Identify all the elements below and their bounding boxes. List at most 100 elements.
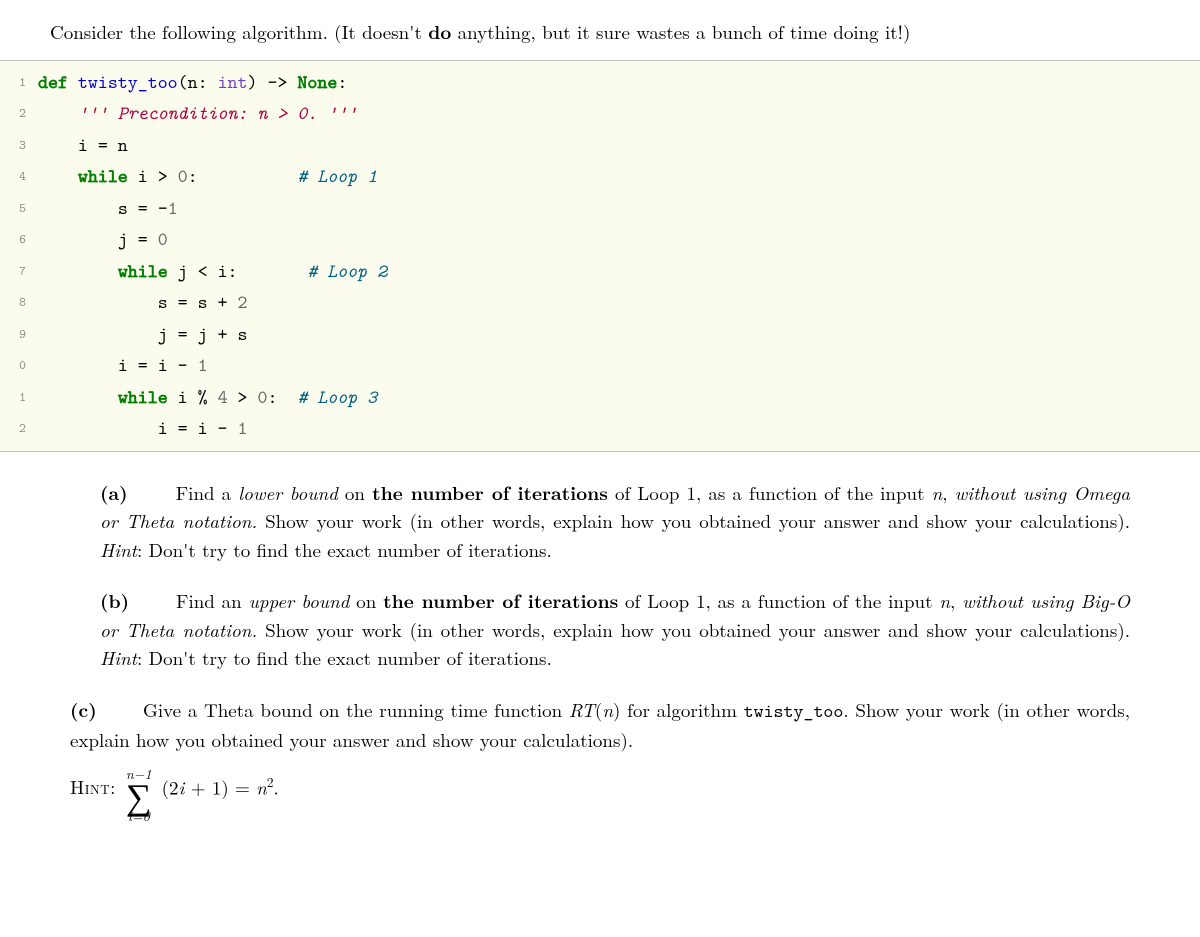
- part-c-text: Give a Theta bound on the running time f…: [143, 696, 569, 723]
- part-a-label: (a): [100, 478, 128, 506]
- token: s = s +: [158, 290, 238, 315]
- part-c-label: (c): [70, 695, 97, 723]
- part-a-italic: lower bound: [238, 479, 338, 506]
- token-num: 2: [238, 290, 248, 315]
- token-fn: twisty_too: [78, 70, 178, 95]
- part-b-bold: the number of iterations: [383, 586, 618, 614]
- line-number: 9: [0, 319, 26, 351]
- code-gutter: 123456789012: [0, 61, 32, 451]
- part-a-hint: Hint: [100, 536, 137, 563]
- line-number: 3: [0, 130, 26, 162]
- token: i = i -: [118, 353, 198, 378]
- part-b-hint: Hint: [100, 644, 137, 671]
- token: :: [268, 385, 298, 410]
- token: :: [188, 164, 298, 189]
- code-line: i = i - 1: [38, 350, 1200, 382]
- intro-paragraph: Consider the following algorithm. (It do…: [50, 18, 1160, 46]
- token: i %: [168, 385, 218, 410]
- part-c-fn: twisty_too: [744, 699, 844, 724]
- line-number: 8: [0, 287, 26, 319]
- token-kw: while: [78, 164, 128, 189]
- line-number: 7: [0, 256, 26, 288]
- part-c: (c) Give a Theta bound on the running ti…: [70, 695, 1130, 816]
- token-cmt: # Loop 2: [307, 259, 387, 284]
- part-a: (a) Find a lower bound on the number of …: [100, 478, 1130, 565]
- token: i >: [128, 164, 178, 189]
- part-b-text2: on: [349, 587, 383, 614]
- token: j =: [118, 227, 158, 252]
- token-num: 1: [168, 196, 178, 221]
- part-a-text2: on: [338, 479, 372, 506]
- token-num: 4: [218, 385, 228, 410]
- intro-bold: do: [428, 17, 451, 45]
- code-line: while i > 0: # Loop 1: [38, 161, 1200, 193]
- line-number: 1: [0, 67, 26, 99]
- token-num: 1: [238, 416, 248, 441]
- line-number: 2: [0, 98, 26, 130]
- part-a-text4: ,: [942, 479, 954, 506]
- part-b-label: (b): [100, 586, 129, 614]
- token-num: 0: [158, 227, 168, 252]
- code-block: 123456789012 def twisty_too(n: int) -> N…: [0, 60, 1200, 452]
- token-kw: None: [297, 70, 337, 95]
- sum-body: (2i + 1) = n2.: [162, 772, 279, 802]
- part-a-text6: : Don't try to find the exact number of …: [137, 536, 552, 563]
- code-line: while j < i: # Loop 2: [38, 256, 1200, 288]
- code-line: ''' Precondition: n > 0. ''': [38, 98, 1200, 130]
- token-cmt: # Loop 3: [297, 385, 377, 410]
- part-a-text5: Show your work (in other words, explain …: [257, 507, 1130, 534]
- code-line: i = i - 1: [38, 413, 1200, 445]
- sigma-icon: ∑: [126, 781, 152, 810]
- token-kw: while: [118, 259, 168, 284]
- token: (n:: [178, 70, 218, 95]
- part-b: (b) Find an upper bound on the number of…: [100, 586, 1130, 673]
- token: j < i:: [168, 259, 308, 284]
- token-type: int: [218, 70, 248, 95]
- part-c-hint-label: Hint:: [70, 773, 116, 802]
- code-line: while i % 4 > 0: # Loop 3: [38, 382, 1200, 414]
- part-b-text3: of Loop 1, as a function of the input: [618, 587, 939, 614]
- token-num: 1: [198, 353, 208, 378]
- line-number: 6: [0, 224, 26, 256]
- token-str: ''' Precondition: n > 0. ''': [78, 101, 357, 126]
- token: >: [228, 385, 258, 410]
- line-number: 4: [0, 161, 26, 193]
- token-cmt: # Loop 1: [297, 164, 377, 189]
- part-c-paren: (n): [595, 696, 621, 723]
- token: j = j + s: [158, 322, 248, 347]
- token: i = i -: [158, 416, 238, 441]
- code-line: s = -1: [38, 193, 1200, 225]
- part-b-italic: upper bound: [249, 587, 350, 614]
- token: s = -: [118, 196, 168, 221]
- part-a-bold: the number of iterations: [372, 478, 608, 506]
- part-a-text: Find a: [176, 479, 239, 506]
- code-line: s = s + 2: [38, 287, 1200, 319]
- part-c-text2: for algorithm: [620, 696, 743, 723]
- part-b-text5: Show your work (in other words, explain …: [257, 616, 1130, 643]
- line-number: 1: [0, 382, 26, 414]
- part-b-text4: ,: [950, 587, 962, 614]
- token-num: 0: [178, 164, 188, 189]
- code-line: i = n: [38, 130, 1200, 162]
- sum-lower: i=0: [128, 809, 150, 823]
- token-num: 0: [258, 385, 268, 410]
- questions: (a) Find a lower bound on the number of …: [100, 478, 1130, 816]
- line-number: 0: [0, 350, 26, 382]
- code-line: j = j + s: [38, 319, 1200, 351]
- part-b-text6: : Don't try to find the exact number of …: [137, 644, 552, 671]
- part-b-n: n: [939, 587, 950, 614]
- part-b-text: Find an: [176, 587, 249, 614]
- code-line: j = 0: [38, 224, 1200, 256]
- code-line: def twisty_too(n: int) -> None:: [38, 67, 1200, 99]
- token: i = n: [78, 133, 128, 158]
- token-kw: def: [38, 70, 78, 95]
- part-c-rt: RT: [569, 696, 595, 723]
- line-number: 2: [0, 413, 26, 445]
- part-a-text3: of Loop 1, as a function of the input: [608, 479, 932, 506]
- token: ) ->: [248, 70, 298, 95]
- code-lines: def twisty_too(n: int) -> None: ''' Prec…: [32, 61, 1200, 451]
- intro-pre: Consider the following algorithm. (It do…: [50, 18, 428, 45]
- part-c-hint-line: Hint: n−1 ∑ i=0 (2i + 1) = n2.: [70, 759, 1130, 816]
- token-kw: while: [118, 385, 168, 410]
- token: :: [337, 70, 347, 95]
